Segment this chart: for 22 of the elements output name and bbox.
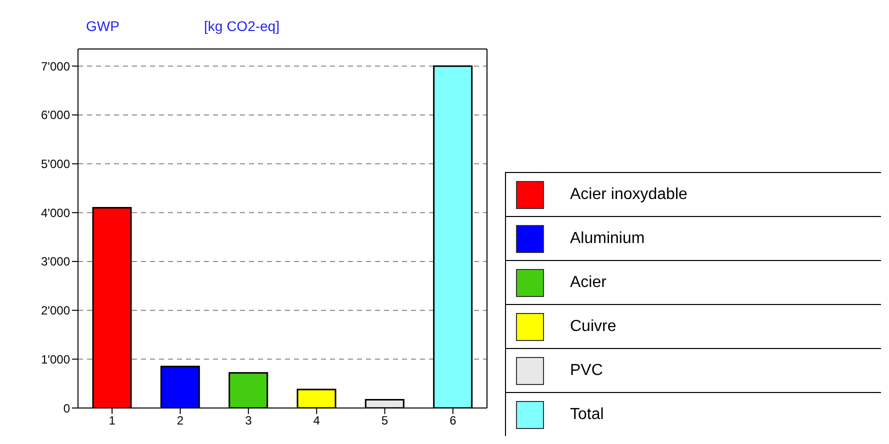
legend-label: Total (570, 406, 604, 424)
y-tick-label: 5'000 (41, 157, 70, 172)
y-tick-label: 4'000 (41, 206, 70, 220)
y-axis-title: [kg CO2-eq] (204, 18, 280, 34)
legend-label: Cuivre (570, 318, 616, 336)
x-tick-label: 5 (381, 414, 388, 428)
y-tick-label: 0 (63, 401, 70, 416)
legend-label: Aluminium (570, 230, 645, 248)
x-tick-label: 4 (313, 414, 320, 428)
y-tick-label: 2'000 (41, 304, 70, 318)
x-tick-label: 3 (245, 414, 252, 428)
x-tick-label: 1 (108, 414, 116, 428)
x-tick-label: 6 (450, 414, 457, 428)
legend-label: Acier inoxydable (570, 186, 688, 204)
y-tick-label: 7'000 (41, 59, 70, 74)
legend-label: PVC (570, 362, 603, 380)
y-tick-label: 3'000 (41, 254, 70, 269)
chart-title: GWP (86, 18, 120, 34)
y-tick-label: 1'000 (41, 352, 70, 366)
x-tick-label: 2 (176, 414, 184, 428)
y-tick-label: 6'000 (41, 108, 70, 122)
legend-label: Acier (570, 274, 606, 292)
